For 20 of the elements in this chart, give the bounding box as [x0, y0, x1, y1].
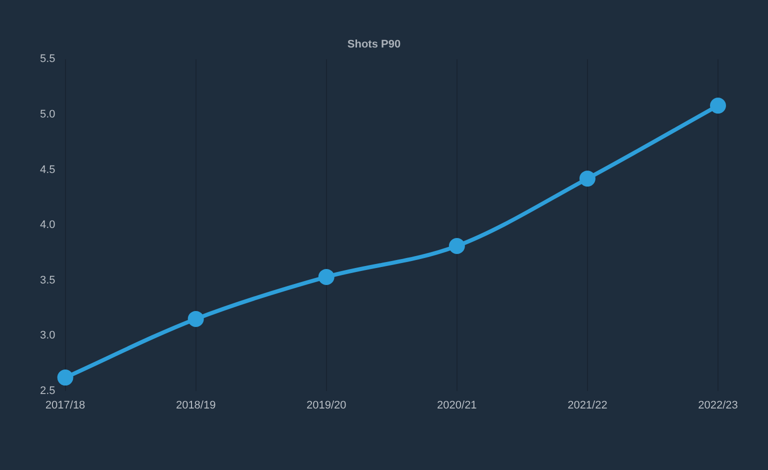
y-tick-label: 5.0: [40, 108, 56, 120]
point: [710, 98, 726, 114]
x-tick-label: 2022/23: [698, 399, 738, 412]
y-tick-label: 3.5: [40, 274, 56, 286]
point: [318, 268, 334, 285]
point: [188, 310, 204, 327]
x-tick-label: 2019/20: [306, 399, 346, 412]
y-tick-label: 3.0: [40, 330, 56, 342]
y-tick-label: 4.5: [40, 164, 56, 176]
y-tick-label: 2.5: [40, 384, 56, 397]
point: [579, 170, 596, 187]
y-tick-label: 5.5: [40, 53, 56, 66]
point: [448, 238, 465, 254]
x-tick-label: 2021/22: [568, 399, 608, 412]
x-tick-label: 2020/21: [437, 399, 477, 412]
x-tick-label: 2017/18: [45, 399, 86, 412]
point: [57, 370, 74, 386]
y-tick-label: 4.0: [40, 219, 56, 232]
chart-title: Shots P90: [347, 38, 401, 51]
x-tick-label: 2018/19: [176, 399, 216, 412]
